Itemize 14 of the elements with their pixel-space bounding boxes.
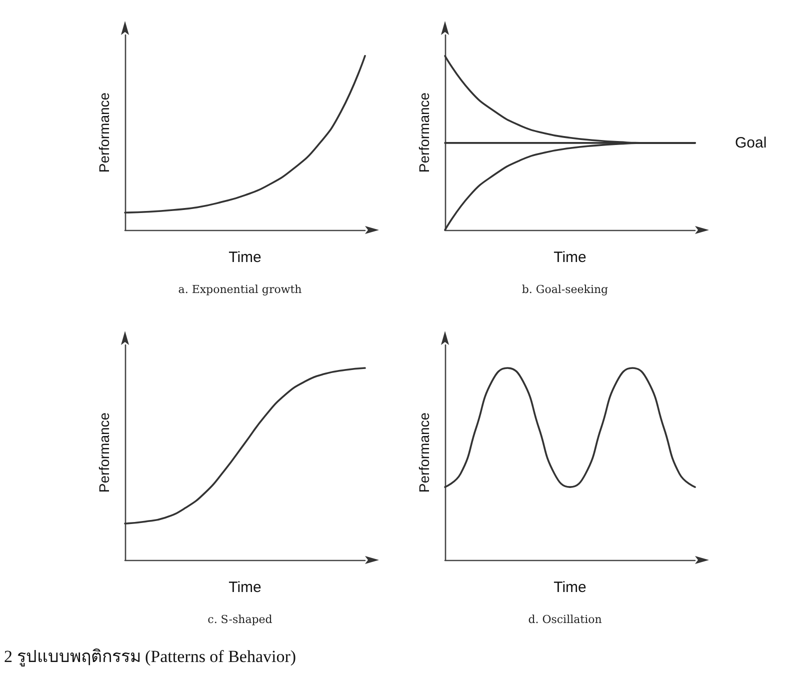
- text: 2 รูปแบบพฤติกรรม (Patterns of Behavior): [4, 646, 296, 668]
- y-axis-title: Performance: [416, 92, 432, 173]
- y-axis-title: Performance: [96, 412, 112, 493]
- x-axis-title: Time: [554, 579, 586, 596]
- y-axis-title: Performance: [96, 92, 112, 173]
- y-axis-title: Performance: [416, 412, 432, 493]
- text: c. S-shaped: [208, 613, 272, 626]
- x-axis-title: Time: [228, 579, 262, 596]
- text: b. Goal-seeking: [522, 283, 608, 296]
- text: a. Exponential growth: [178, 283, 302, 296]
- x-axis-title: Time: [228, 249, 262, 266]
- text: Goal: [735, 134, 767, 152]
- text: d. Oscillation: [528, 613, 602, 626]
- x-axis-title: Time: [554, 249, 586, 266]
